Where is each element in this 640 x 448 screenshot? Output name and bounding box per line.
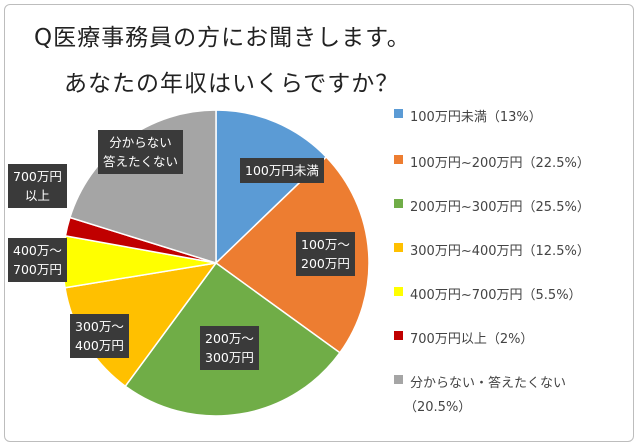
data-label-line: 400万～	[13, 243, 62, 258]
legend-swatch	[394, 155, 403, 164]
data-label-6: 分からない答えたくない	[98, 130, 184, 174]
legend-swatch	[394, 199, 403, 208]
data-label-line: 100万円未満	[245, 163, 319, 178]
data-label-line: 200万～	[205, 331, 254, 346]
legend-swatch	[394, 331, 403, 340]
data-label-line: 分からない	[109, 135, 172, 150]
legend-label: 400万円~700万円（5.5%）	[410, 288, 582, 303]
data-label-3: 300万～ 400万円	[70, 314, 129, 358]
legend-swatch	[394, 243, 403, 252]
legend-swatch	[394, 375, 403, 384]
legend-label: 200万円~300万円（25.5%）	[410, 200, 590, 215]
data-label-5: 700万円以上	[8, 164, 67, 208]
legend-label: 300万円~400万円（12.5%）	[410, 244, 590, 259]
legend-swatch	[394, 109, 403, 118]
legend-label: 100万円未満（13%）	[410, 110, 542, 125]
pie-slice-0	[215, 109, 328, 265]
pie-slice-1	[214, 155, 370, 354]
data-label-4: 400万～ 700万円	[8, 238, 67, 282]
chart-title-line1: Q医療事務員の方にお聞きします。	[34, 25, 411, 51]
data-label-2: 200万～ 300万円	[200, 326, 259, 370]
legend-label: 100万円~200万円（22.5%）	[410, 156, 590, 171]
data-label-line: 以上	[24, 188, 50, 203]
data-label-line: 700万円	[13, 262, 62, 277]
data-label-line: 200万円	[301, 256, 350, 271]
chart-title-line2: あなたの年収はいくらですか？	[64, 71, 400, 97]
data-label-line: 400万円	[75, 338, 124, 353]
legend-label-line2: （20.5%）	[404, 400, 472, 415]
legend-swatch	[394, 287, 403, 296]
data-label-line: 300万～	[75, 319, 124, 334]
data-label-1: 100万～ 200万円	[296, 232, 355, 276]
data-label-line: 700万円	[13, 169, 62, 184]
data-label-0: 100万円未満	[240, 158, 324, 183]
data-label-line: 100万～	[301, 237, 350, 252]
data-label-line: 300万円	[205, 350, 254, 365]
legend-label: 分からない・答えたくない	[410, 376, 567, 391]
data-label-line: 答えたくない	[103, 154, 179, 169]
legend-label: 700万円以上（2%）	[410, 332, 534, 347]
